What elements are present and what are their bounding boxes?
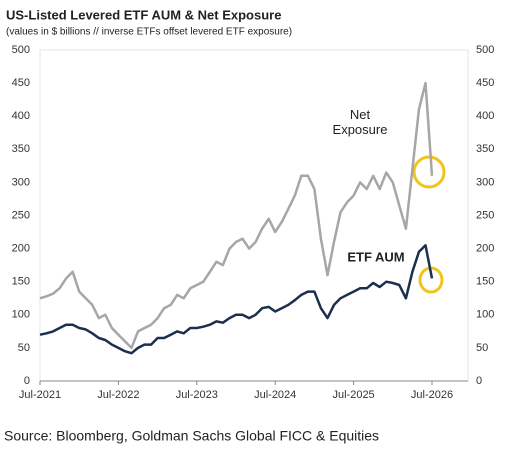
y2-tick-label: 350 bbox=[476, 143, 494, 155]
source-note: Source: Bloomberg, Goldman Sachs Global … bbox=[4, 428, 379, 444]
x-tick-label: Jul-2021 bbox=[19, 389, 61, 401]
y2-tick-label: 150 bbox=[476, 276, 494, 288]
highlight-circle bbox=[412, 155, 446, 189]
series-line bbox=[39, 81, 434, 350]
y2-tick-label: 100 bbox=[476, 309, 494, 321]
y-tick-label: 300 bbox=[12, 176, 30, 188]
x-tick-label: Jul-2024 bbox=[254, 389, 296, 401]
plot-frame bbox=[39, 49, 469, 382]
y-tick-label: 200 bbox=[12, 243, 30, 255]
series-label: Net Exposure bbox=[333, 107, 388, 137]
y-tick-label: 450 bbox=[12, 77, 30, 89]
series-label: ETF AUM bbox=[347, 249, 404, 264]
y2-tick-label: 500 bbox=[476, 44, 494, 56]
y2-tick-label: 0 bbox=[476, 375, 482, 387]
x-tick-label: Jul-2026 bbox=[411, 389, 453, 401]
y-tick-label: 0 bbox=[24, 375, 30, 387]
y-tick-label: 250 bbox=[12, 209, 30, 221]
y2-tick-label: 50 bbox=[476, 342, 488, 354]
y2-tick-label: 200 bbox=[476, 243, 494, 255]
y2-tick-label: 300 bbox=[476, 176, 494, 188]
y2-tick-label: 250 bbox=[476, 209, 494, 221]
y2-tick-label: 400 bbox=[476, 110, 494, 122]
y-tick-label: 100 bbox=[12, 309, 30, 321]
x-tick-label: Jul-2023 bbox=[176, 389, 218, 401]
y-tick-label: 500 bbox=[12, 44, 30, 56]
x-tick-label: Jul-2022 bbox=[97, 389, 139, 401]
y2-tick-label: 450 bbox=[476, 77, 494, 89]
x-tick-label: Jul-2025 bbox=[332, 389, 374, 401]
y-tick-label: 350 bbox=[12, 143, 30, 155]
chart-title: US-Listed Levered ETF AUM & Net Exposure bbox=[6, 7, 281, 22]
y-tick-label: 50 bbox=[18, 342, 30, 354]
chart-subtitle: (values in $ billions // inverse ETFs of… bbox=[6, 27, 292, 38]
series-line bbox=[39, 244, 434, 355]
y-tick-label: 400 bbox=[12, 110, 30, 122]
y-tick-label: 150 bbox=[12, 276, 30, 288]
